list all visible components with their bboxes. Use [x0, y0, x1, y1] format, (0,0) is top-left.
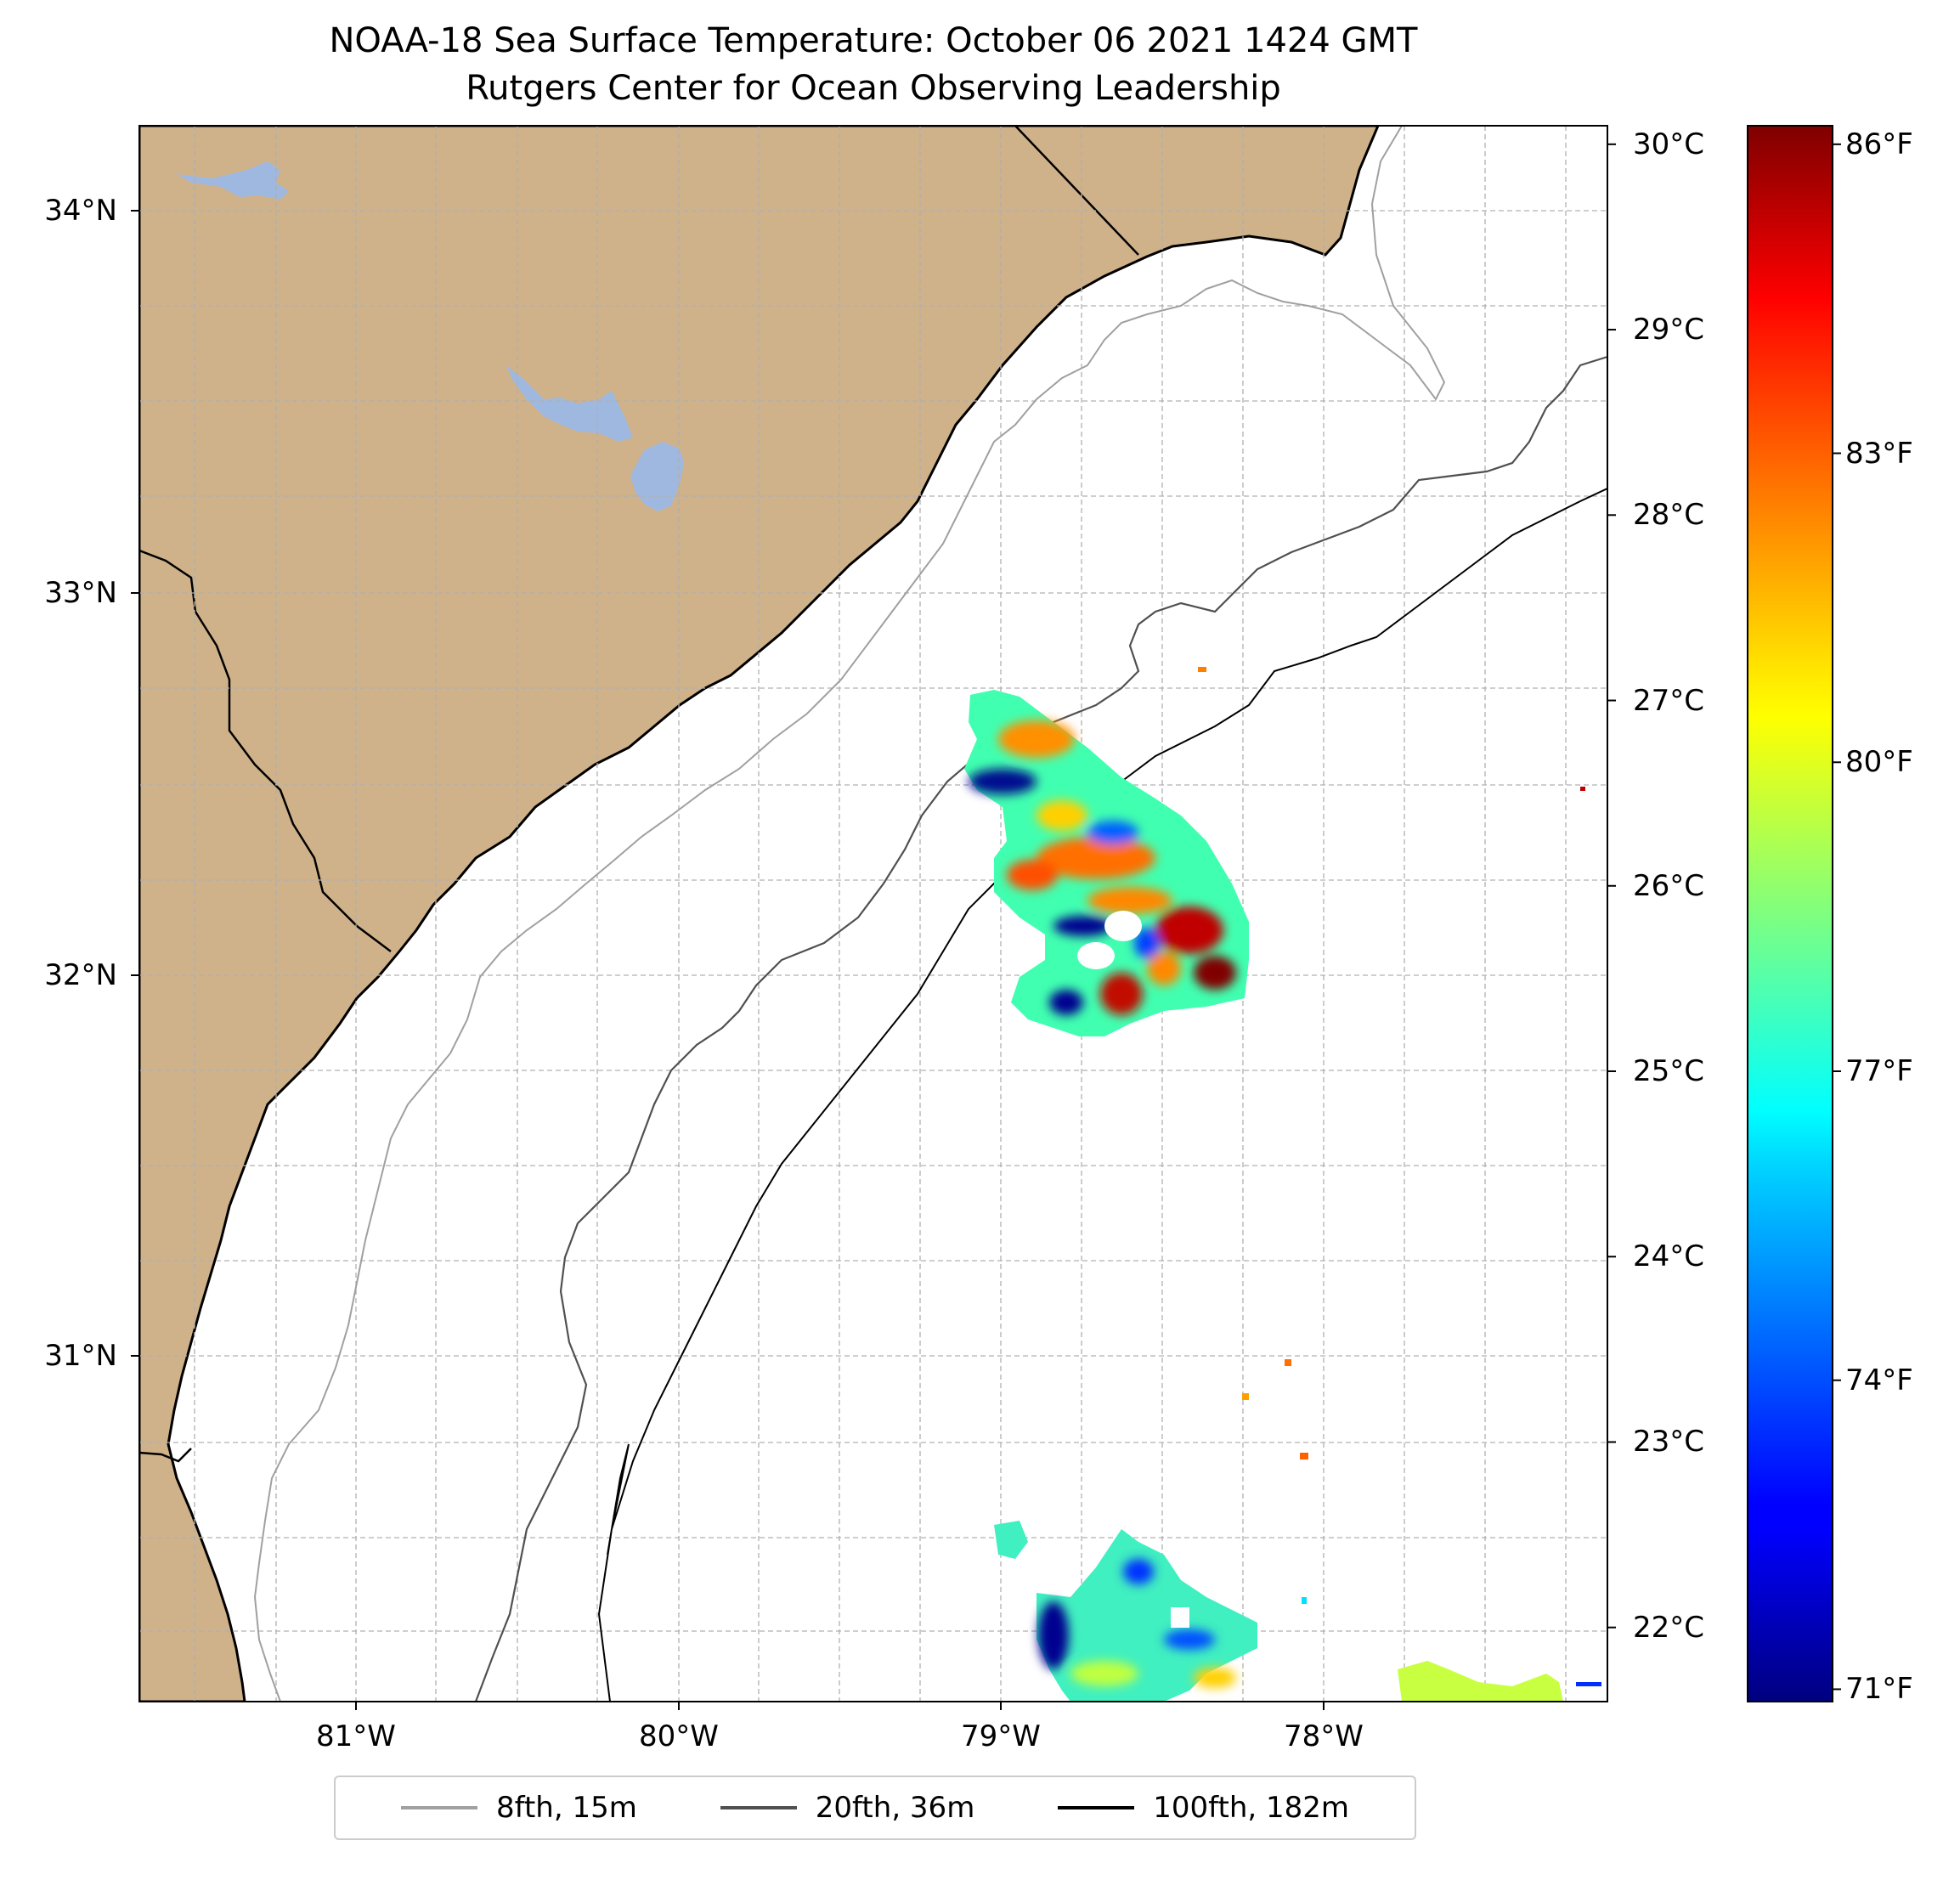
fahrenheit-label: 80°F [1845, 745, 1913, 780]
lat-label: 34°N [44, 194, 117, 228]
lat-label: 32°N [44, 958, 117, 992]
state-border [1014, 126, 1139, 256]
river-border [139, 549, 392, 952]
lake-moultrie [630, 442, 684, 511]
land-coast [139, 126, 1380, 1702]
celsius-label: 28°C [1633, 498, 1705, 533]
gridlines [139, 126, 1607, 1702]
legend-line-8fth [400, 1806, 477, 1809]
colorbar-ticks [1607, 143, 1841, 1691]
depth-legend: 8fth, 15m 20fth, 36m 100fth, 182m [334, 1776, 1416, 1840]
legend-item: 20fth, 36m [720, 1791, 975, 1825]
lake-marion [506, 365, 633, 442]
chart-title: NOAA-18 Sea Surface Temperature: October… [329, 21, 1418, 60]
lat-label: 31°N [44, 1339, 117, 1373]
river-border-south [139, 1448, 192, 1463]
celsius-label: 25°C [1633, 1054, 1705, 1088]
legend-label: 8fth, 15m [495, 1791, 637, 1825]
contour-20fth [474, 355, 1607, 1702]
sst-data-south [994, 667, 1601, 1702]
celsius-label: 30°C [1633, 127, 1705, 161]
colorbar [1747, 125, 1833, 1702]
fahrenheit-label: 86°F [1845, 127, 1913, 161]
fahrenheit-label: 71°F [1845, 1672, 1913, 1707]
contour-8fth [253, 126, 1446, 1702]
lon-label: 79°W [961, 1719, 1041, 1753]
fahrenheit-label: 74°F [1845, 1363, 1913, 1397]
lat-label: 33°N [44, 576, 117, 610]
sst-data-north [964, 690, 1249, 1036]
celsius-label: 27°C [1633, 683, 1705, 718]
celsius-label: 26°C [1633, 868, 1705, 903]
lake-upper [177, 161, 289, 200]
map-frame [138, 125, 1608, 1702]
legend-label: 100fth, 182m [1153, 1791, 1350, 1825]
legend-line-20fth [720, 1806, 797, 1809]
lon-label: 78°W [1284, 1719, 1364, 1753]
celsius-label: 29°C [1633, 313, 1705, 347]
lon-label: 81°W [316, 1719, 396, 1753]
celsius-label: 22°C [1633, 1610, 1705, 1645]
legend-item: 8fth, 15m [400, 1791, 637, 1825]
lon-label: 80°W [639, 1719, 719, 1753]
chart-subtitle: Rutgers Center for Ocean Observing Leade… [466, 69, 1281, 108]
celsius-label: 23°C [1633, 1425, 1705, 1459]
contour-100fth [597, 488, 1607, 1702]
celsius-label: 24°C [1633, 1239, 1705, 1274]
fahrenheit-label: 77°F [1845, 1054, 1913, 1088]
legend-line-100fth [1058, 1806, 1135, 1809]
legend-item: 100fth, 182m [1058, 1791, 1349, 1825]
legend-label: 20fth, 36m [815, 1791, 975, 1825]
fahrenheit-label: 83°F [1845, 436, 1913, 471]
axis-ticks [131, 210, 1325, 1710]
